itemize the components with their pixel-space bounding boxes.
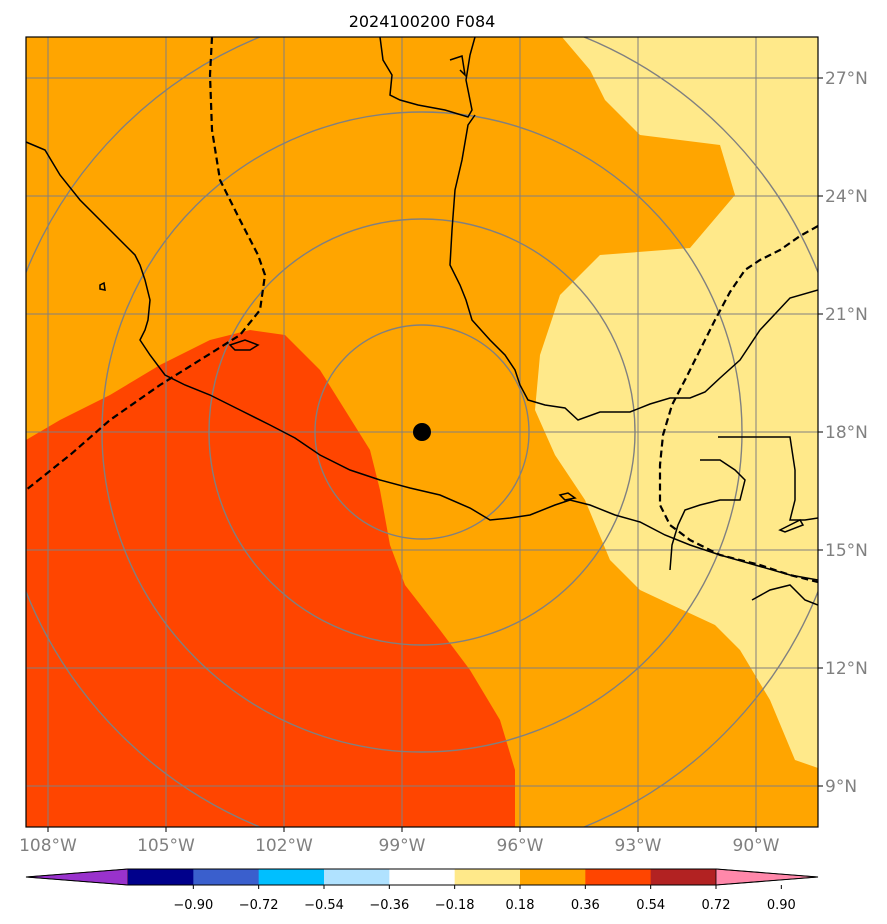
dashed-boundaries bbox=[26, 37, 818, 584]
colorbar-tick-label: 0.54 bbox=[636, 898, 665, 913]
lon-tick-label: 108°W bbox=[19, 836, 77, 856]
colorbar: −0.90 −0.72 −0.54 −0.36 −0.18 0.18 0.36 0.54 0.7… bbox=[25, 868, 819, 913]
lat-tick-label: 15°N bbox=[825, 541, 868, 561]
colorbar-tick-label: 0.90 bbox=[767, 898, 796, 913]
colorbar-segment bbox=[389, 869, 456, 885]
lat-tick-label: 21°N bbox=[825, 305, 868, 325]
longitude-axis: 108°W 105°W 102°W 99°W 96°W 93°W 90°W bbox=[19, 827, 780, 856]
colorbar-segment bbox=[258, 869, 325, 885]
colorbar-tick-label: 0.72 bbox=[702, 898, 731, 913]
colorbar-tick-label: −0.90 bbox=[173, 898, 213, 913]
colorbar-segment bbox=[324, 869, 390, 885]
map-panel bbox=[26, 37, 818, 827]
lon-tick-label: 99°W bbox=[379, 836, 426, 856]
colorbar-tick-label: −0.72 bbox=[239, 898, 279, 913]
colorbar-tick-label: 0.18 bbox=[506, 898, 535, 913]
storm-center-marker bbox=[413, 423, 431, 441]
colorbar-segment bbox=[520, 869, 586, 885]
lon-tick-label: 102°W bbox=[255, 836, 313, 856]
lat-tick-label: 12°N bbox=[825, 659, 868, 679]
lat-tick-label: 18°N bbox=[825, 423, 868, 443]
figure-title: 2024100200 F084 bbox=[349, 12, 496, 31]
lon-tick-label: 96°W bbox=[497, 836, 544, 856]
field-band-054-072 bbox=[26, 330, 515, 827]
colorbar-segment bbox=[454, 869, 521, 885]
colorbar-segment bbox=[193, 869, 260, 885]
colorbar-outline bbox=[25, 868, 819, 886]
range-rings bbox=[26, 37, 818, 827]
lat-tick-label: 27°N bbox=[825, 69, 868, 89]
field-band-018-036 bbox=[535, 37, 818, 768]
lon-tick-label: 105°W bbox=[137, 836, 195, 856]
lon-tick-label: 90°W bbox=[733, 836, 780, 856]
colorbar-segment bbox=[585, 869, 652, 885]
colorbar-extend-low bbox=[25, 868, 129, 886]
colorbar-tick-label: −0.54 bbox=[304, 898, 344, 913]
lat-tick-label: 24°N bbox=[825, 187, 868, 207]
coastlines-and-borders bbox=[26, 37, 818, 606]
colorbar-segment bbox=[650, 869, 717, 885]
colorbar-segment bbox=[128, 869, 194, 885]
latitude-axis: 9°N 12°N 15°N 18°N 21°N 24°N 27°N bbox=[818, 69, 868, 797]
graticule bbox=[26, 37, 818, 827]
lon-tick-label: 93°W bbox=[615, 836, 662, 856]
colorbar-tick-label: −0.36 bbox=[369, 898, 409, 913]
colorbar-extend-high bbox=[715, 868, 819, 886]
colorbar-tick-label: 0.36 bbox=[571, 898, 600, 913]
colorbar-tick-label: −0.18 bbox=[435, 898, 475, 913]
lat-tick-label: 9°N bbox=[825, 777, 857, 797]
